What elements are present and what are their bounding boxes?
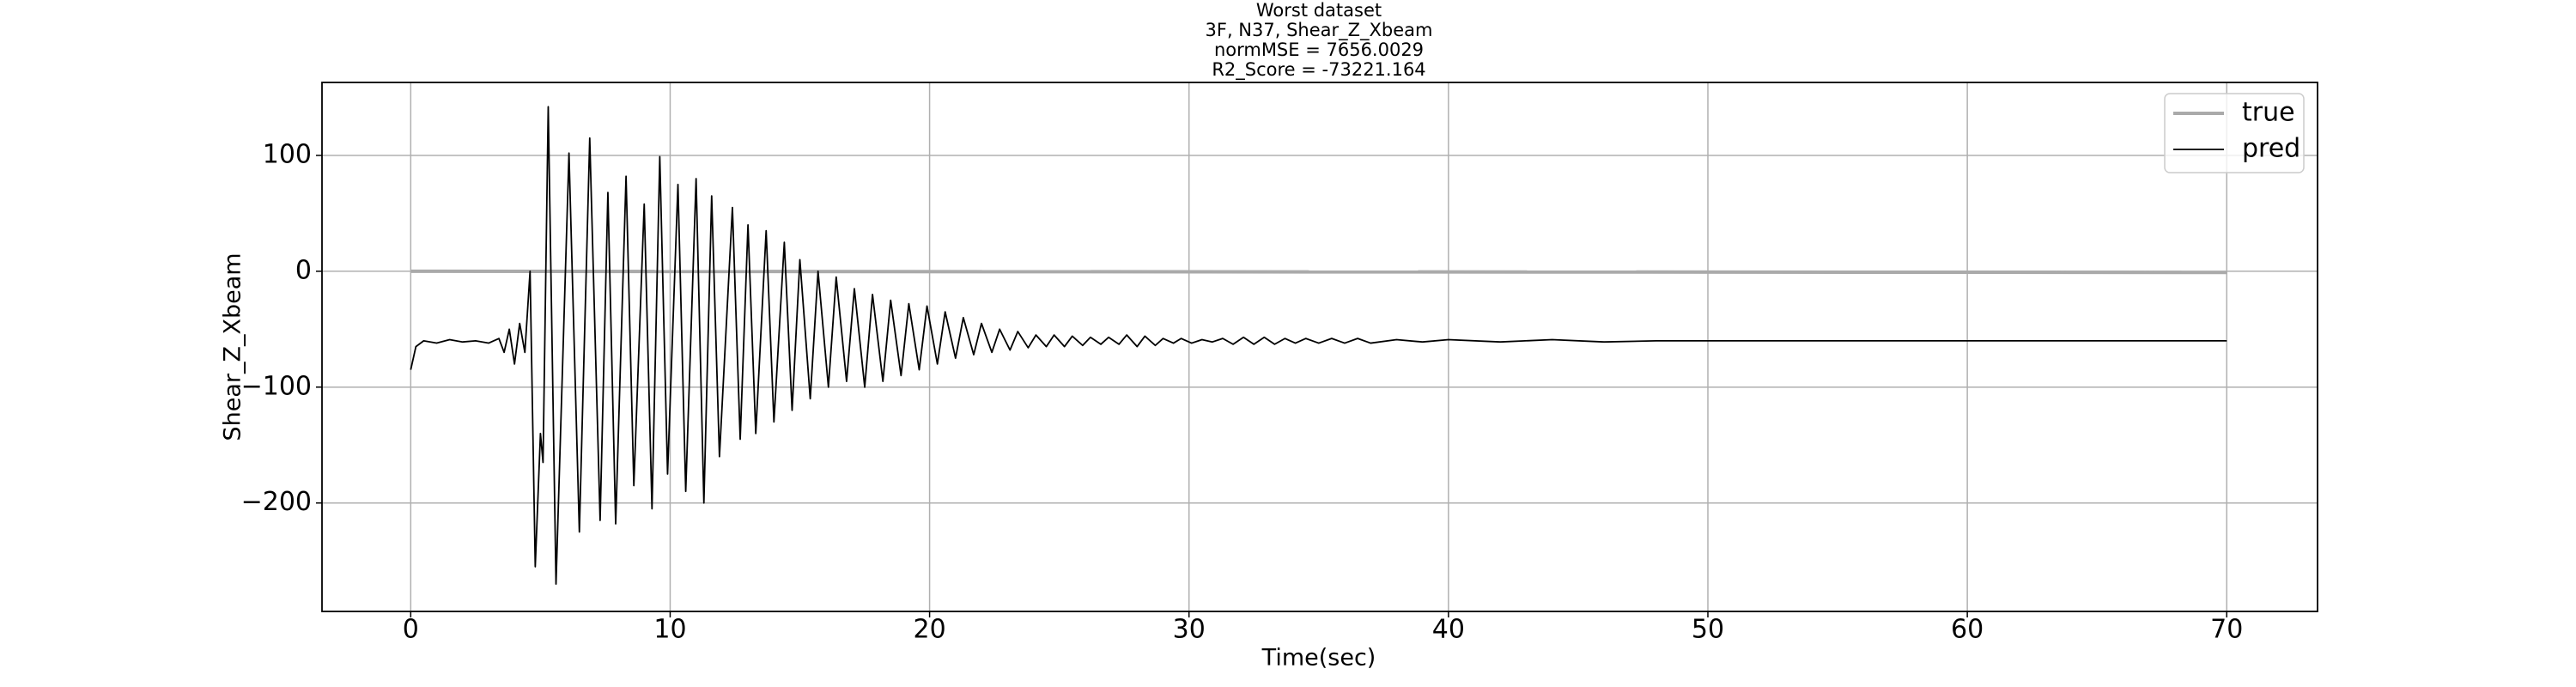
x-tick-label: 60 [1951,615,1984,645]
y-tick-label: −200 [241,487,312,517]
x-tick-label: 40 [1432,615,1465,645]
x-tick-label: 20 [913,615,945,645]
data-line [410,269,2227,275]
legend-label: pred [2242,134,2300,164]
chart-title: R2_Score = -73221.164 [1212,59,1425,81]
chart-title: Worst dataset [1256,0,1382,21]
chart-title: normMSE = 7656.0029 [1214,40,1424,60]
x-tick-label: 10 [653,615,686,645]
y-tick-label: −100 [241,371,312,401]
x-tick-label: 0 [403,615,419,645]
legend-label: true [2242,98,2295,128]
x-tick-label: 50 [1692,615,1724,645]
x-axis-label: Time(sec) [1261,645,1376,672]
data-line [410,106,2227,586]
plot-frame [321,82,2318,612]
x-tick-label: 70 [2210,615,2243,645]
x-tick-label: 30 [1173,615,1206,645]
y-axis-label: Shear_Z_Xbeam [220,252,246,441]
y-tick-label: 100 [263,139,312,169]
chart-title: 3F, N37, Shear_Z_Xbeam [1206,20,1433,41]
y-tick-label: 0 [295,255,312,285]
